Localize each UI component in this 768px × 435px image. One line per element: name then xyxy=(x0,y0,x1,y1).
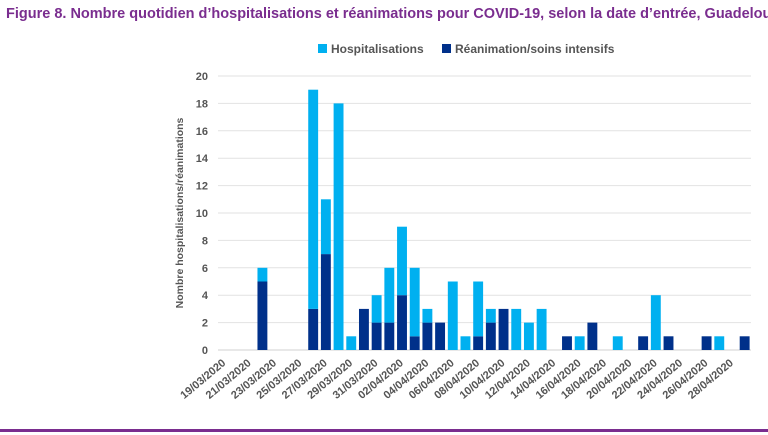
bar-reanimation xyxy=(587,322,598,350)
bar-hospitalisations xyxy=(460,336,471,350)
bar-hospitalisations xyxy=(371,295,382,323)
bar-hospitalisations xyxy=(409,267,420,337)
y-tick-label: 10 xyxy=(196,208,208,220)
bar-hospitalisations xyxy=(447,281,458,350)
bar-reanimation xyxy=(638,336,649,350)
bar-reanimation xyxy=(371,322,382,350)
bar-reanimation xyxy=(562,336,572,350)
bar-hospitalisations xyxy=(320,199,331,255)
bar-reanimation xyxy=(485,322,496,350)
bar-reanimation xyxy=(473,336,484,350)
bar-hospitalisations xyxy=(612,336,623,350)
bar-reanimation xyxy=(384,322,395,350)
bar-hospitalisations xyxy=(422,308,433,323)
bar-hospitalisations xyxy=(257,267,268,282)
bar-reanimation xyxy=(435,322,446,350)
legend-swatch xyxy=(442,44,451,53)
y-tick-label: 6 xyxy=(202,263,208,275)
y-tick-label: 4 xyxy=(202,290,209,302)
bar-reanimation xyxy=(308,308,319,350)
bar-reanimation xyxy=(701,336,712,350)
bar-hospitalisations xyxy=(536,308,547,350)
bar-reanimation xyxy=(257,281,268,350)
bar-hospitalisations xyxy=(714,336,725,350)
bar-reanimation xyxy=(397,295,407,350)
y-tick-label: 20 xyxy=(196,71,208,83)
bar-reanimation xyxy=(409,336,420,350)
bar-hospitalisations xyxy=(346,336,357,350)
bar-reanimation xyxy=(739,336,750,350)
bar-reanimation xyxy=(320,254,331,350)
y-axis-label: Nombre hospitalisations/réanimations xyxy=(174,117,186,308)
bar-hospitalisations xyxy=(333,103,344,351)
bar-reanimation xyxy=(663,336,674,350)
bar-reanimation xyxy=(498,308,509,350)
bar-hospitalisations xyxy=(485,308,496,323)
y-tick-label: 16 xyxy=(196,126,208,138)
bar-hospitalisations xyxy=(473,281,484,337)
bar-reanimation xyxy=(422,322,433,350)
bar-reanimation xyxy=(358,308,369,350)
y-tick-label: 0 xyxy=(202,345,208,357)
bar-hospitalisations xyxy=(574,336,585,350)
y-tick-label: 8 xyxy=(202,235,208,247)
bar-hospitalisations xyxy=(650,295,661,350)
legend-label: Hospitalisations xyxy=(331,42,424,56)
y-tick-label: 12 xyxy=(196,181,208,193)
legend-swatch xyxy=(318,44,327,53)
y-tick-label: 18 xyxy=(196,98,208,110)
bar-hospitalisations xyxy=(384,267,395,323)
y-tick-label: 2 xyxy=(202,318,208,330)
bar-hospitalisations xyxy=(523,322,534,350)
bar-hospitalisations xyxy=(308,89,319,309)
bar-hospitalisations xyxy=(511,308,522,350)
figure-title: Figure 8. Nombre quotidien d’hospitalisa… xyxy=(6,6,768,22)
bottom-divider xyxy=(0,429,768,432)
legend-label: Réanimation/soins intensifs xyxy=(455,42,615,56)
bar-hospitalisations xyxy=(397,226,407,296)
y-tick-label: 14 xyxy=(196,153,209,165)
